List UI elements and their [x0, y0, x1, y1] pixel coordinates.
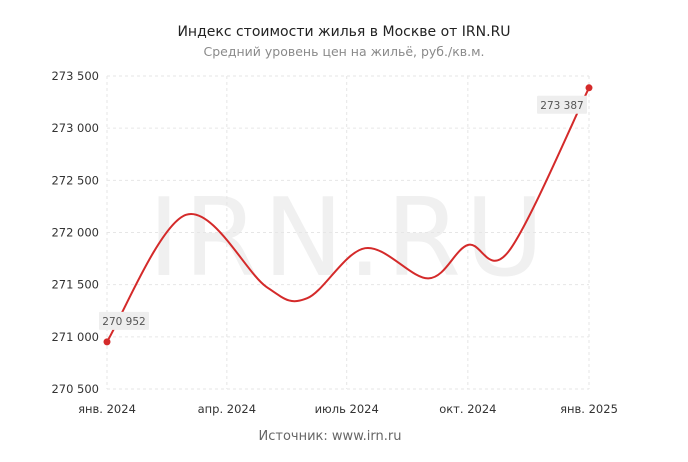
x-tick-label: янв. 2024 — [78, 402, 136, 416]
x-tick-label: окт. 2024 — [439, 402, 496, 416]
y-tick-label: 271 000 — [51, 330, 99, 344]
gridlines — [106, 75, 590, 390]
data-label-box — [537, 95, 587, 114]
chart-subtitle: Средний уровень цен на жильё, руб./кв.м. — [204, 44, 485, 59]
data-point — [585, 84, 593, 92]
x-axis: янв. 2024 апр. 2024 июль 2024 окт. 2024 янв.… — [78, 402, 618, 416]
x-tick-label: апр. 2024 — [198, 402, 256, 416]
series-layer — [106, 87, 590, 343]
chart-title: Индекс стоимости жилья в Москве от IRN.R… — [177, 24, 510, 40]
x-tick-label: июль 2024 — [315, 402, 379, 416]
data-label-box — [99, 311, 149, 330]
y-tick-label: 273 000 — [51, 121, 99, 135]
series-line — [106, 87, 590, 343]
x-tick-label: янв. 2025 — [560, 402, 618, 416]
data-label: 273 387 — [540, 100, 583, 112]
y-tick-label: 272 500 — [51, 173, 99, 187]
y-tick-label: 271 500 — [51, 278, 99, 292]
data-labels: 270 952 273 387 — [99, 84, 593, 346]
data-label: 270 952 — [102, 316, 145, 328]
chart-source: Источник: www.irn.ru — [259, 429, 402, 444]
y-tick-label: 270 500 — [51, 382, 99, 396]
y-axis: 270 500 271 000 271 500 272 000 272 500 273 0… — [51, 69, 99, 396]
y-tick-label: 273 500 — [51, 69, 99, 83]
watermark: IRN.RU — [148, 176, 548, 301]
data-point — [103, 338, 111, 346]
y-tick-label: 272 000 — [51, 226, 99, 240]
